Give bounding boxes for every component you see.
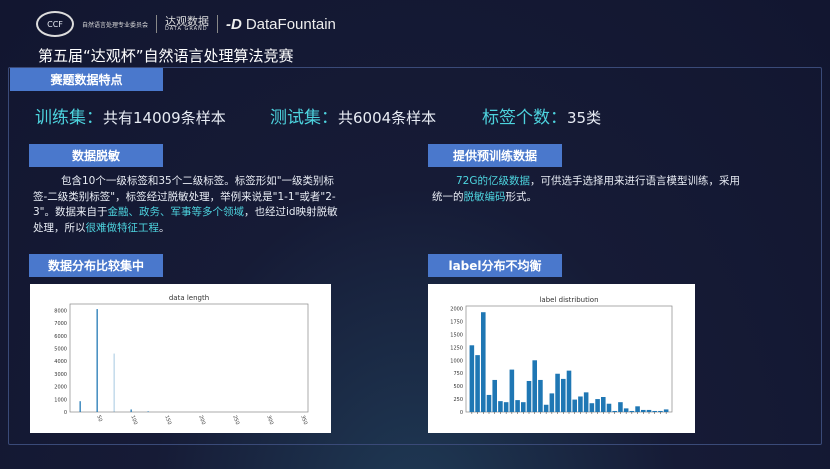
label-distribution-chart: label distribution 0 250 500 750 1000 1250 1500… — [428, 284, 695, 433]
bar — [509, 369, 515, 412]
y-tick-label: 8000 — [54, 308, 67, 314]
x-tick-label: 100 — [129, 415, 138, 426]
bar — [475, 355, 480, 412]
plot-area — [69, 303, 309, 413]
bar — [595, 399, 600, 412]
bar — [646, 409, 652, 412]
bar — [612, 410, 617, 412]
y-tick-label: 4000 — [54, 359, 67, 365]
bar — [561, 378, 566, 412]
bar — [589, 403, 595, 412]
slide-title: 第五届“达观杯”自然语言处理算法竞赛 — [38, 47, 294, 65]
datafountain-logo: -D DataFountain — [226, 15, 336, 33]
bar — [555, 373, 560, 412]
bar — [113, 353, 115, 412]
bar — [526, 380, 532, 412]
y-tick-label: 1000 — [450, 358, 463, 364]
bar — [623, 408, 629, 412]
x-tick-label: 200 — [197, 415, 206, 426]
y-tick-label: 750 — [453, 371, 463, 377]
y-tick-label: 7000 — [54, 321, 67, 327]
datagrand-logo: 达观数据 DATA GRAND — [165, 15, 210, 32]
bar — [658, 410, 663, 412]
y-tick-label: 1250 — [450, 345, 463, 351]
bar — [618, 402, 623, 412]
ccf-emblem-logo: CCF — [36, 11, 74, 37]
y-tick-label: 1000 — [54, 397, 67, 403]
bar — [629, 410, 635, 412]
bar — [641, 409, 646, 412]
bar — [543, 404, 549, 412]
distribution-header: 数据分布比较集中 — [29, 254, 163, 277]
bar — [147, 411, 149, 412]
bar — [498, 401, 503, 412]
y-tick-label: 6000 — [54, 334, 67, 340]
pretrain-header: 提供预训练数据 — [428, 144, 562, 167]
bar — [130, 409, 132, 412]
y-tick-label: 1750 — [450, 320, 463, 326]
logo-bar: CCF 自然语言处理专业委员会 达观数据 DATA GRAND -D DataFou… — [36, 11, 336, 37]
bar — [663, 409, 669, 412]
bar — [583, 392, 589, 412]
bar — [566, 370, 572, 412]
y-tick-label: 0 — [460, 410, 463, 416]
divider — [156, 15, 158, 33]
content-frame — [8, 67, 822, 445]
bar — [503, 402, 509, 412]
bar — [481, 312, 486, 412]
bar — [578, 396, 583, 412]
bar — [601, 397, 606, 412]
y-tick-label: 2000 — [54, 385, 67, 391]
bar — [532, 360, 537, 412]
bar — [79, 401, 81, 412]
data-length-chart: data length 0 1000 2000 3000 4000 5000 6000 7000… — [30, 284, 331, 433]
x-tick-label: 150 — [163, 415, 172, 426]
desensitize-header: 数据脱敏 — [29, 144, 163, 167]
y-tick-label: 250 — [453, 397, 463, 403]
bar — [96, 309, 98, 412]
bar — [486, 394, 492, 412]
bar — [572, 399, 577, 412]
y-tick-label: 500 — [453, 384, 463, 390]
stat-train: 训练集：共有14009条样本 — [35, 108, 226, 128]
bar — [549, 393, 555, 412]
label-header: label分布不均衡 — [428, 254, 562, 277]
bar — [469, 345, 475, 412]
bar — [521, 402, 526, 412]
bar — [492, 379, 497, 412]
y-tick-label: 5000 — [54, 346, 67, 352]
desensitize-text: 包含10个一级标签和35个二级标签。标签形如"一级类别标签-二级类别标签"，标签… — [33, 175, 338, 234]
x-tick-label: 350 — [299, 415, 308, 426]
chart-title: label distribution — [539, 296, 598, 304]
stat-labels: 标签个数：35类 — [482, 108, 602, 128]
y-tick-label: 1500 — [450, 332, 463, 338]
x-tick-label: 50 — [95, 415, 103, 423]
divider — [217, 15, 219, 33]
bar — [652, 410, 657, 412]
x-tick-label: 250 — [231, 415, 240, 426]
x-tick-label: 300 — [265, 415, 274, 426]
pretrain-text: 72G的亿级数据，可供选手选择用来进行语言模型训练，采用统一的脱敏编码形式。 — [432, 175, 740, 203]
chart-title: data length — [169, 294, 209, 302]
org-name: 自然语言处理专业委员会 — [82, 21, 149, 29]
bar — [635, 406, 640, 412]
y-tick-label: 2000 — [450, 307, 463, 313]
stat-test: 测试集：共6004条样本 — [270, 108, 437, 128]
bar — [606, 403, 612, 412]
stats-row: 训练集：共有14009条样本 测试集：共6004条样本 标签个数：35类 — [35, 103, 601, 128]
bar — [538, 379, 543, 412]
y-tick-label: 0 — [64, 410, 67, 416]
section-header: 赛题数据特点 — [10, 68, 163, 91]
bar — [515, 400, 520, 412]
y-tick-label: 3000 — [54, 372, 67, 378]
